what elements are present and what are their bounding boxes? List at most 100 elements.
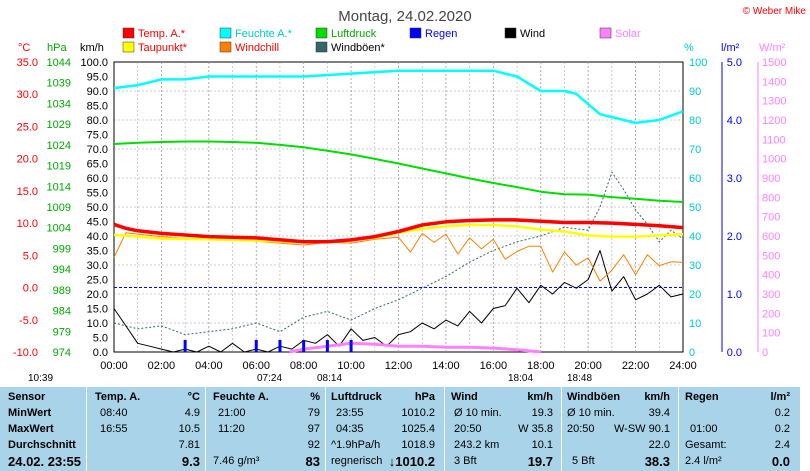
- solar-tick-label: 1500: [762, 57, 786, 69]
- solar-tick-label: 300: [762, 289, 780, 301]
- legend-label: Wind: [520, 28, 545, 40]
- header-pressure-unit: hPa: [414, 391, 435, 403]
- rain-axis-unit: l/m²: [721, 42, 740, 54]
- x-tick-label: 10:00: [337, 360, 365, 372]
- pressure-tick-label: 974: [53, 347, 71, 359]
- max-humidity-time: 11:20: [218, 423, 245, 435]
- pressure-tick-label: 994: [53, 264, 71, 276]
- temp-tick-label: 25.0: [17, 121, 38, 133]
- wind-tick-label: 0.0: [93, 347, 108, 359]
- legend-label: Luftdruck: [331, 28, 377, 40]
- chart-background: [0, 0, 810, 387]
- temp-tick-label: 10.0: [17, 218, 38, 230]
- rain-tick-label: 2.0: [727, 231, 742, 243]
- legend-swatch: [409, 27, 422, 39]
- solar-tick-label: 800: [762, 192, 780, 204]
- min-humidity-value: 79: [307, 407, 320, 419]
- max-wind-time: 20:50: [454, 423, 482, 435]
- rain-tick-label: 4.0: [727, 115, 742, 127]
- max-pressure-value: 1025.4: [401, 423, 435, 435]
- wind-tick-label: 10.0: [87, 318, 108, 330]
- chart-axes: 35.0 30.0 25.0 20.0 15.0 10.0 5.0 0.0 -5.0 -10.0 1…: [13, 57, 787, 372]
- rain-total-label: Gesamt:: [685, 439, 727, 451]
- current-temp-value: 9.3: [181, 454, 200, 469]
- current-wind-value: 19.7: [527, 454, 553, 469]
- pressure-tick-label: 979: [53, 326, 71, 338]
- header-wind: Wind: [451, 391, 478, 403]
- sunrise-marker-label: 08:14: [317, 373, 342, 384]
- max-gust-time: 20:50: [567, 423, 595, 435]
- legend-swatch: [219, 27, 232, 39]
- humidity-tick-label: 80: [689, 115, 701, 127]
- wind-tick-label: 30.0: [87, 260, 108, 272]
- solar-tick-label: 0: [762, 347, 768, 359]
- wind-tick-label: 80.0: [87, 115, 108, 127]
- wind-tick-label: 60.0: [87, 173, 108, 185]
- legend-swatch: [504, 27, 517, 39]
- x-tick-label: 22:00: [622, 360, 650, 372]
- legend-label: Windböen*: [331, 42, 386, 54]
- header-rain: Regen: [685, 391, 719, 403]
- rain-tick-label: 3.0: [727, 173, 742, 185]
- pressure-tick-label: 1014: [47, 181, 71, 193]
- humidity-axis-unit: %: [684, 42, 694, 54]
- sunrise-label: 07:24: [257, 373, 282, 384]
- solar-tick-label: 500: [762, 250, 780, 262]
- header-gust-unit: km/h: [644, 391, 670, 403]
- x-tick-label: 14:00: [432, 360, 460, 372]
- rain-bar: [302, 340, 306, 352]
- wind-tick-label: 85.0: [87, 101, 108, 113]
- legend-label: Regen: [425, 28, 457, 40]
- solar-tick-label: 200: [762, 308, 780, 320]
- avg-gust-value: 22.0: [648, 439, 670, 451]
- avg-humidity-value: 92: [307, 439, 320, 451]
- chart-grid: [113, 61, 684, 353]
- legend-swatch: [315, 41, 328, 53]
- legend-label: Feuchte A.*: [235, 28, 293, 40]
- wind-tick-label: 90.0: [87, 86, 108, 98]
- current-abs-humidity: 7.46 g/m³: [213, 455, 260, 467]
- solar-tick-label: 1100: [762, 134, 786, 146]
- statistics-table: Sensor Temp. A. °C Feuchte A. % Luftdruc…: [0, 387, 800, 471]
- x-tick-label: 20:00: [574, 360, 602, 372]
- wind-tick-label: 70.0: [87, 144, 108, 156]
- wind-tick-label: 95.0: [87, 72, 108, 84]
- current-wind-bft: 3 Bft: [454, 455, 477, 467]
- pressure-tick-label: 1034: [47, 98, 71, 110]
- wind-distance: 243.2 km: [454, 439, 500, 451]
- min-gust-value: 39.4: [648, 407, 670, 419]
- humidity-tick-label: 20: [689, 289, 701, 301]
- min-pressure-time: 23:55: [336, 407, 364, 419]
- x-tick-label: 18:00: [527, 360, 555, 372]
- sunset-label: 18:04: [508, 373, 533, 384]
- max-wind-value: W 35.8: [518, 423, 553, 435]
- current-rain-total: 2.4 l/m²: [685, 455, 722, 467]
- series-line-windchill: [113, 232, 684, 282]
- weather-forecast: regnerisch: [331, 455, 383, 467]
- pressure-axis-unit: hPa: [47, 42, 67, 54]
- solar-tick-label: 100: [762, 328, 780, 340]
- series-line-luftdruck: [113, 140, 684, 203]
- rain-bar: [349, 340, 353, 352]
- wind-tick-label: 40.0: [87, 231, 108, 243]
- temp-tick-label: 30.0: [17, 89, 38, 101]
- max-rain-time: 01:00: [690, 423, 718, 435]
- series-line-wind: [113, 250, 684, 353]
- temp-tick-label: 35.0: [17, 57, 38, 69]
- avg-temp-value: 7.81: [178, 439, 200, 451]
- axis-units: °C hPa km/h % l/m² W/m²: [18, 42, 786, 54]
- min-rain-value: 0.2: [774, 407, 790, 419]
- legend-label: Temp. A.*: [138, 28, 186, 40]
- wind-tick-label: 100.0: [80, 57, 108, 69]
- temp-tick-label: 5.0: [23, 250, 38, 262]
- legend-swatch: [122, 41, 135, 53]
- max-pressure-time: 04:35: [336, 423, 364, 435]
- min-gust-label: Ø 10 min.: [567, 407, 615, 419]
- solar-tick-label: 1200: [762, 115, 786, 127]
- wind-tick-label: 15.0: [87, 304, 108, 316]
- header-temp: Temp. A.: [95, 391, 141, 403]
- min-pressure-value: 1010.2: [401, 407, 435, 419]
- x-tick-label: 24:00: [669, 360, 697, 372]
- pressure-tick-label: 984: [53, 306, 71, 318]
- current-gust-bft: 5 Bft: [572, 455, 595, 467]
